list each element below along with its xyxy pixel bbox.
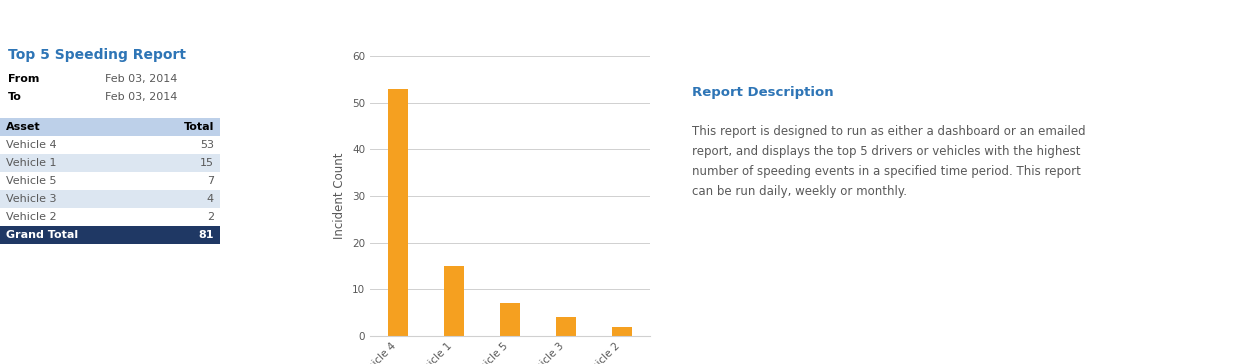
Bar <box>0 208 220 226</box>
Text: Feb 03, 2014: Feb 03, 2014 <box>104 74 177 84</box>
Text: Vehicle 3: Vehicle 3 <box>6 194 57 204</box>
Text: From: From <box>8 74 39 84</box>
Bar <box>0 136 220 154</box>
Text: Vehicle 1: Vehicle 1 <box>6 158 57 168</box>
Bar <box>389 89 408 336</box>
Text: GEOTAB INC: GEOTAB INC <box>8 9 130 27</box>
Text: Total: Total <box>184 122 214 132</box>
Bar <box>0 226 220 244</box>
Text: 81: 81 <box>199 230 214 240</box>
Text: 2: 2 <box>206 212 214 222</box>
Bar <box>0 172 220 190</box>
Bar <box>556 317 576 336</box>
Text: Top 5 Speeding Report: Top 5 Speeding Report <box>8 48 186 62</box>
Text: 15: 15 <box>200 158 214 168</box>
Bar <box>0 154 220 172</box>
Text: Feb 03, 2014: Feb 03, 2014 <box>104 92 177 102</box>
Bar <box>0 118 220 136</box>
Text: Vehicle 2: Vehicle 2 <box>6 212 57 222</box>
Text: Report Description: Report Description <box>692 86 834 99</box>
Bar <box>501 303 520 336</box>
Text: Feb 04, 2014: Feb 04, 2014 <box>589 12 669 24</box>
Bar <box>0 190 220 208</box>
Text: Vehicle 5: Vehicle 5 <box>6 176 57 186</box>
Text: 4: 4 <box>206 194 214 204</box>
Y-axis label: Incident Count: Incident Count <box>333 153 346 239</box>
Text: To: To <box>8 92 21 102</box>
Text: Grand Total: Grand Total <box>6 230 78 240</box>
Text: This report is designed to run as either a dashboard or an emailed
report, and d: This report is designed to run as either… <box>692 126 1086 198</box>
Bar <box>613 327 632 336</box>
Text: Asset: Asset <box>6 122 40 132</box>
Text: 7: 7 <box>206 176 214 186</box>
Text: 53: 53 <box>200 140 214 150</box>
Text: Vehicle 4: Vehicle 4 <box>6 140 57 150</box>
Bar <box>444 266 464 336</box>
